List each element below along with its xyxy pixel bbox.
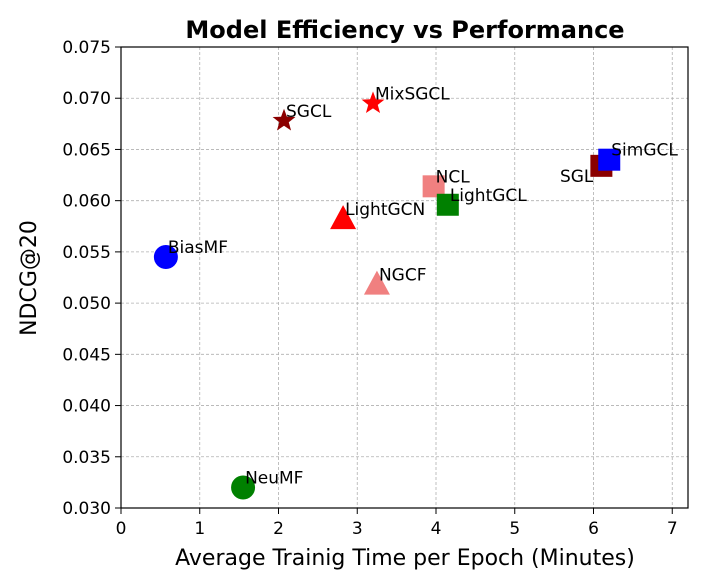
y-tick-label: 0.050 bbox=[62, 294, 111, 314]
x-axis-title: Average Trainig Time per Epoch (Minutes) bbox=[175, 546, 635, 571]
mixsgcl-label: MixSGCL bbox=[375, 84, 450, 104]
mixsgcl-marker bbox=[361, 91, 385, 114]
y-tick-label: 0.055 bbox=[62, 243, 111, 263]
x-tick-label: 3 bbox=[352, 519, 363, 539]
lightgcn-marker bbox=[330, 205, 357, 230]
biasmf-label: BiasMF bbox=[168, 238, 228, 258]
biasmf-marker bbox=[153, 245, 178, 270]
sgl-label: SGL bbox=[560, 167, 594, 187]
lightgcl-marker bbox=[436, 193, 459, 216]
y-tick-label: 0.040 bbox=[62, 397, 111, 417]
x-tick-label: 6 bbox=[588, 519, 599, 539]
ngcf-marker bbox=[363, 270, 390, 295]
y-tick-label: 0.060 bbox=[62, 192, 111, 212]
sgcl-marker bbox=[272, 108, 296, 131]
y-axis-title: NDCG@20 bbox=[17, 220, 42, 336]
x-tick-label: 4 bbox=[431, 519, 442, 539]
x-tick-label: 5 bbox=[509, 519, 520, 539]
y-tick-label: 0.070 bbox=[62, 89, 111, 109]
sgcl-label: SGCL bbox=[286, 102, 332, 122]
x-tick-label: 2 bbox=[273, 519, 284, 539]
neumf-label: NeuMF bbox=[245, 469, 303, 489]
y-tick-label: 0.030 bbox=[62, 499, 111, 519]
lightgcn-label: LightGCN bbox=[345, 200, 425, 220]
x-tick-label: 7 bbox=[667, 519, 678, 539]
y-tick-label: 0.045 bbox=[62, 345, 111, 365]
y-tick-label: 0.065 bbox=[62, 140, 111, 160]
plot-frame bbox=[120, 46, 689, 509]
x-tick-label: 1 bbox=[194, 519, 205, 539]
simgcl-marker bbox=[598, 148, 621, 171]
simgcl-label: SimGCL bbox=[611, 141, 678, 161]
lightgcl-label: LightGCL bbox=[450, 186, 527, 206]
ncl-marker bbox=[422, 175, 445, 198]
x-tick-label: 0 bbox=[116, 519, 127, 539]
chart-title: Model Efficiency vs Performance bbox=[185, 16, 624, 44]
ngcf-label: NGCF bbox=[379, 266, 427, 286]
y-tick-label: 0.035 bbox=[62, 448, 111, 468]
axes: 0 1 2 3 4 5 6 7 0.030 0.035 0.040 0.045 0.050 0.055 0.… bbox=[62, 38, 689, 539]
y-tick-label: 0.075 bbox=[62, 38, 111, 58]
data-points: BiasMF NeuMF SGCL MixSGCL LightGCN NGCF NCLLig… bbox=[153, 84, 678, 500]
ncl-label: NCL bbox=[436, 167, 471, 187]
neumf-marker bbox=[231, 475, 256, 500]
